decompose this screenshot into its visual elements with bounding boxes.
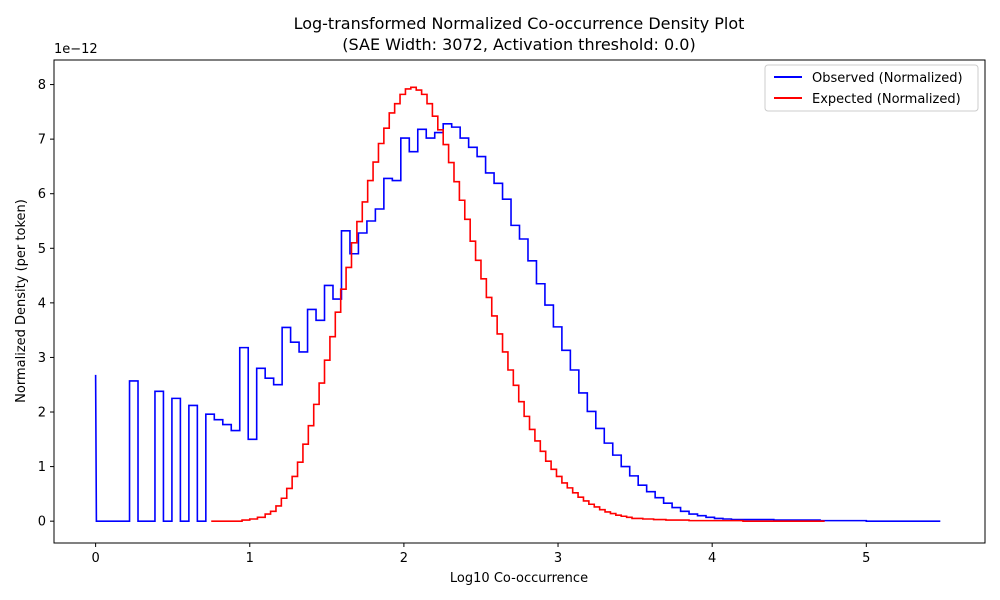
x-axis: 0 1 2 3 4 5	[91, 543, 870, 566]
legend-label-observed: Observed (Normalized)	[812, 71, 963, 86]
legend: Observed (Normalized) Expected (Normaliz…	[764, 64, 979, 112]
x-axis-label: Log10 Co-occurrence	[450, 571, 588, 586]
y-tick-label: 2	[38, 406, 46, 421]
y-tick-label: 3	[38, 351, 46, 366]
x-tick-label: 5	[862, 551, 870, 566]
y-axis-label: Normalized Density (per token)	[14, 199, 29, 403]
y-tick-label: 7	[38, 133, 46, 148]
x-tick-label: 3	[554, 551, 562, 566]
legend-box	[764, 64, 979, 112]
chart-title: Log-transformed Normalized Co-occurrence…	[294, 14, 745, 33]
series-layer	[94, 86, 941, 522]
plot-background	[54, 60, 985, 543]
y-tick-label: 4	[38, 296, 46, 311]
y-axis: 0 1 2 3 4 5 6 7 8	[38, 78, 54, 530]
y-tick-label: 0	[38, 515, 46, 530]
y-tick-label: 8	[38, 78, 46, 93]
legend-label-expected: Expected (Normalized)	[812, 92, 961, 107]
plot-area	[53, 59, 986, 544]
series-line-observed	[94, 123, 941, 522]
chart-subtitle: (SAE Width: 3072, Activation threshold: …	[342, 35, 695, 54]
y-tick-label: 1	[38, 460, 46, 475]
x-tick-label: 4	[708, 551, 716, 566]
x-tick-label: 2	[400, 551, 408, 566]
x-tick-label: 0	[91, 551, 99, 566]
series-line-expected	[211, 86, 825, 522]
x-tick-label: 1	[246, 551, 254, 566]
y-tick-label: 6	[38, 187, 46, 202]
y-offset-label: 1e−12	[54, 42, 98, 57]
y-tick-label: 5	[38, 242, 46, 257]
plot-frame	[53, 59, 986, 544]
